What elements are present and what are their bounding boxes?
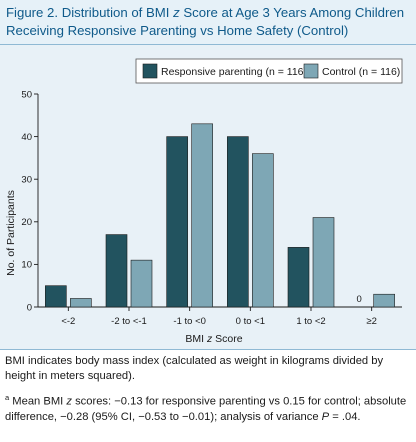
legend-box (135, 58, 403, 84)
y-tick-label: 50 (21, 89, 32, 100)
y-tick-label: 30 (21, 175, 32, 186)
bar-control (191, 123, 213, 308)
legend-label-control: Control (n = 116) (322, 66, 400, 78)
x-axis-title-prefix: BMI (185, 333, 207, 345)
x-axis-title-rest: Score (212, 333, 243, 345)
bar-responsive (227, 136, 249, 308)
footnote-a-p: P (321, 410, 330, 423)
x-tick-label: <-2 (61, 316, 75, 327)
y-tick-label: 40 (21, 132, 32, 143)
bar-control (70, 298, 92, 308)
y-axis-title: No. of Participants (5, 190, 17, 276)
bottom-rule (0, 349, 416, 350)
x-tick-label: -1 to <0 (173, 316, 205, 327)
legend-label-responsive: Responsive parenting (n = 116) (161, 66, 307, 78)
footnote-a-part2: scores: −0.13 for responsive parenting v… (5, 395, 407, 423)
bar-control (130, 259, 153, 308)
top-rule (0, 44, 416, 45)
y-tick-labels: 0 10 20 30 40 50 (21, 89, 38, 313)
footnote-a-marker: a (5, 393, 10, 402)
legend-swatch-control (303, 63, 319, 79)
x-axis-title-z: z (206, 333, 213, 345)
x-tick-label: -2 to <-1 (111, 316, 147, 327)
bar-control (373, 293, 395, 308)
footnote-abbreviation: BMI indicates body mass index (calculate… (5, 355, 384, 382)
zero-value-label: 0 (357, 294, 362, 305)
bars: 0 (45, 123, 395, 308)
footnotes: BMI indicates body mass index (calculate… (5, 354, 411, 431)
title-z: z (173, 5, 180, 20)
bar-chart: Responsive parenting (n = 116) Control (… (5, 58, 403, 345)
title-box: Figure 2. Distribution of BMI z Score at… (0, 0, 416, 59)
bar-responsive (287, 247, 310, 308)
x-axis-title: BMI z Score (185, 333, 242, 345)
legend: Responsive parenting (n = 116) Control (… (135, 58, 403, 84)
y-tick-label: 20 (21, 217, 32, 228)
x-tick-label: ≥2 (366, 316, 377, 327)
bar-control (252, 153, 274, 308)
bar-responsive (105, 234, 128, 308)
y-tick-label: 10 (21, 260, 32, 271)
bar-control (312, 217, 335, 308)
title-prefix: Figure 2. Distribution of BMI (6, 5, 174, 20)
x-tick-label: 1 to <2 (296, 316, 325, 327)
footnote-a: a Mean BMI z scores: −0.13 for responsiv… (5, 390, 411, 425)
legend-swatch-responsive (142, 63, 158, 79)
axes (37, 94, 402, 311)
footnote-a-z: z (66, 395, 72, 408)
x-tick-labels: <-2 -2 to <-1 -1 to <0 0 to <1 1 to <2 ≥2 (61, 316, 377, 327)
bar-responsive (45, 285, 67, 308)
x-tick-label: 0 to <1 (236, 316, 265, 327)
footnote-a-part3: = .04. (329, 410, 361, 423)
y-tick-label: 0 (27, 302, 32, 313)
bar-responsive (166, 136, 188, 308)
footnote-a-part1: Mean BMI (9, 395, 67, 408)
